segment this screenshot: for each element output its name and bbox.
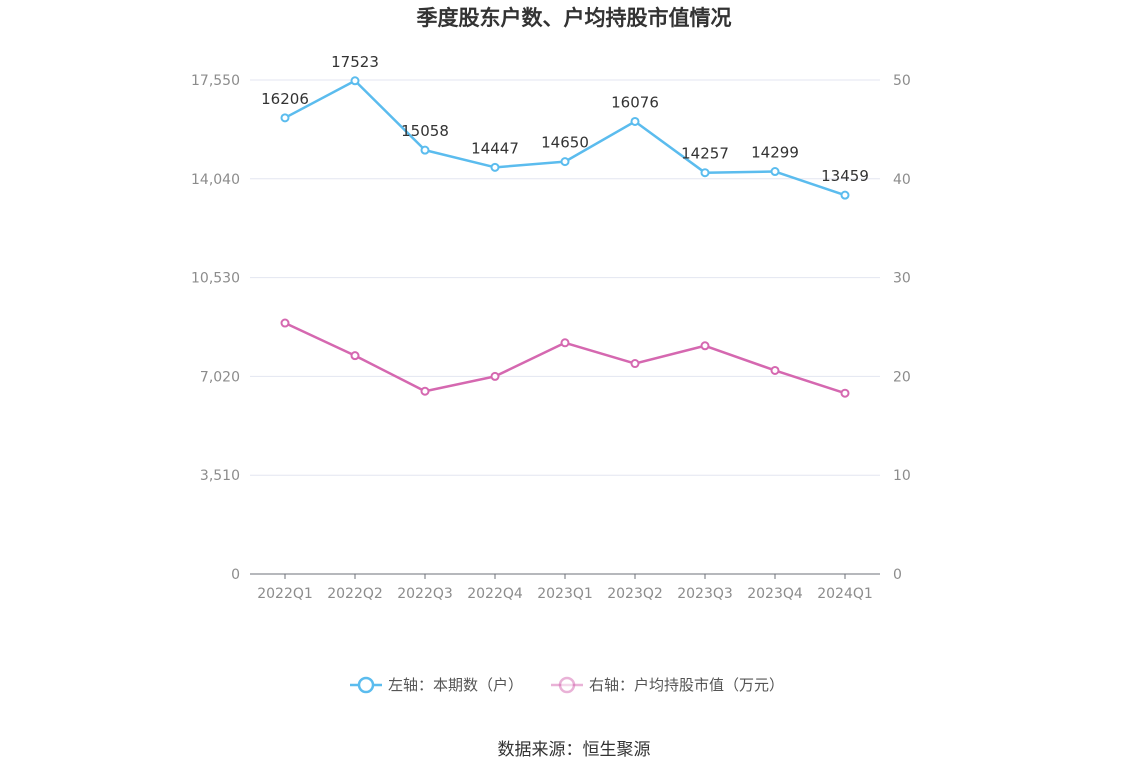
data-label: 14650 bbox=[541, 134, 589, 152]
data-point[interactable] bbox=[630, 116, 640, 126]
x-tick-label: 2022Q1 bbox=[257, 586, 313, 602]
data-point[interactable] bbox=[560, 338, 570, 348]
data-label: 17523 bbox=[331, 53, 379, 71]
left-tick-label: 7,020 bbox=[200, 369, 240, 385]
data-point[interactable] bbox=[770, 167, 780, 177]
left-tick-label: 14,040 bbox=[191, 172, 240, 188]
data-point[interactable] bbox=[350, 76, 360, 86]
left-tick-label: 0 bbox=[231, 567, 240, 583]
legend-marker-icon bbox=[357, 676, 375, 694]
x-tick-label: 2022Q2 bbox=[327, 586, 383, 602]
data-point[interactable] bbox=[700, 341, 710, 351]
data-label: 16076 bbox=[611, 93, 659, 111]
x-tick-label: 2022Q3 bbox=[397, 586, 453, 602]
data-point[interactable] bbox=[560, 157, 570, 167]
right-tick-label: 20 bbox=[893, 369, 911, 385]
data-point[interactable] bbox=[770, 365, 780, 375]
right-tick-label: 50 bbox=[893, 73, 911, 89]
legend-item-0[interactable]: 左轴：本期数（户） bbox=[350, 676, 523, 694]
series-1 bbox=[280, 318, 850, 398]
data-label: 13459 bbox=[821, 167, 869, 185]
chart-title: 季度股东户数、户均持股市值情况 bbox=[417, 6, 732, 30]
right-tick-label: 40 bbox=[893, 172, 911, 188]
x-tick-label: 2023Q1 bbox=[537, 586, 593, 602]
right-tick-label: 10 bbox=[893, 468, 911, 484]
data-point[interactable] bbox=[840, 190, 850, 200]
data-point[interactable] bbox=[630, 359, 640, 369]
left-tick-label: 10,530 bbox=[191, 271, 240, 287]
data-label: 14257 bbox=[681, 145, 729, 163]
data-point[interactable] bbox=[490, 162, 500, 172]
x-tick-label: 2023Q3 bbox=[677, 586, 733, 602]
right-tick-label: 30 bbox=[893, 271, 911, 287]
right-axis-ticks: 0 10 20 30 40 50 bbox=[893, 73, 911, 583]
x-tick-label: 2024Q1 bbox=[817, 586, 873, 602]
x-tick-label: 2022Q4 bbox=[467, 586, 523, 602]
data-point[interactable] bbox=[840, 388, 850, 398]
x-tick-label: 2023Q4 bbox=[747, 586, 803, 602]
legend-label: 左轴：本期数（户） bbox=[388, 676, 523, 694]
data-point[interactable] bbox=[420, 386, 430, 396]
series-0: 16206 17523 15058 14447 14650 16076 14257 14299… bbox=[261, 53, 869, 200]
data-label: 14447 bbox=[471, 139, 519, 157]
legend-marker-icon bbox=[558, 676, 576, 694]
series-layer: 16206 17523 15058 14447 14650 16076 14257 14299… bbox=[261, 53, 869, 398]
source-note: 数据来源：恒生聚源 bbox=[498, 740, 651, 760]
data-label: 16206 bbox=[261, 90, 309, 108]
left-tick-label: 17,550 bbox=[191, 73, 240, 89]
data-point[interactable] bbox=[350, 351, 360, 361]
x-tick-label: 2023Q2 bbox=[607, 586, 663, 602]
data-point[interactable] bbox=[280, 113, 290, 123]
legend-label: 右轴：户均持股市值（万元） bbox=[589, 676, 784, 694]
legend-item-1[interactable]: 右轴：户均持股市值（万元） bbox=[551, 676, 784, 694]
data-label: 14299 bbox=[751, 144, 799, 162]
series-line bbox=[284, 321, 846, 395]
legend[interactable]: 左轴：本期数（户） 右轴：户均持股市值（万元） bbox=[350, 676, 784, 694]
data-point[interactable] bbox=[490, 371, 500, 381]
data-point[interactable] bbox=[700, 168, 710, 178]
data-point[interactable] bbox=[280, 318, 290, 328]
left-axis-ticks: 0 3,510 7,020 10,530 14,040 17,550 bbox=[191, 73, 240, 583]
x-axis: 2022Q1 2022Q2 2022Q3 2022Q4 2023Q1 2023Q2 2023… bbox=[250, 573, 880, 602]
data-point[interactable] bbox=[420, 145, 430, 155]
right-tick-label: 0 bbox=[893, 567, 902, 583]
left-tick-label: 3,510 bbox=[200, 468, 240, 484]
data-label: 15058 bbox=[401, 122, 449, 140]
